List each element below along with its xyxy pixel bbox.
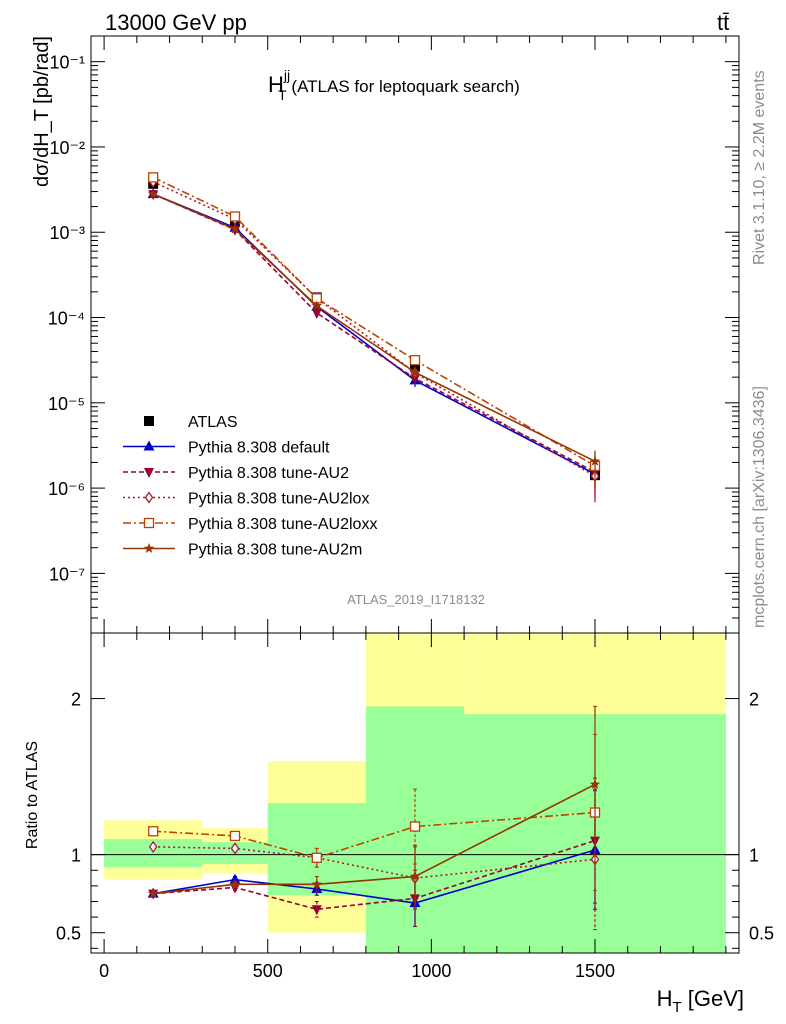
- legend: ATLAS Pythia 8.308 default Pythia 8.308 tu…: [123, 414, 377, 559]
- ratio-point-au2loxx: [229, 830, 241, 842]
- ratio-point-au2lox: [230, 842, 240, 855]
- plot-title-sub: T: [278, 87, 287, 103]
- top-y-tick-label: 10⁻³: [49, 223, 85, 243]
- ratio-point-au2: [230, 883, 240, 894]
- top-point-au2: [410, 374, 420, 385]
- x-axis-label-rest: [GeV]: [682, 986, 744, 1011]
- legend-marker-default: [143, 440, 155, 451]
- top-y-tick-label: 10⁻²: [49, 138, 85, 158]
- ratio-point-au2m: [589, 778, 601, 789]
- top-point-au2m: [311, 300, 323, 311]
- x-tick-label: 0: [99, 961, 109, 981]
- legend-entry-au2m: Pythia 8.308 tune-AU2m: [123, 542, 362, 559]
- top-point-au2loxx: [409, 355, 421, 366]
- x-axis-label-sub: T: [672, 999, 681, 1016]
- plot-title-main: H: [268, 72, 284, 97]
- top-point-au2m: [589, 455, 601, 466]
- x-axis-label: HT [GeV]: [657, 986, 744, 1016]
- plot-title-rest: (ATLAS for leptoquark search): [287, 77, 520, 96]
- top-y-tick-label: 10⁻⁶: [48, 479, 85, 499]
- legend-entry-au2loxx: Pythia 8.308 tune-AU2loxx: [123, 516, 377, 533]
- ratio-y-tick-label-right: 2: [749, 690, 759, 710]
- axis-ticks: 10⁻¹ 10⁻² 10⁻³ 10⁻⁴ 10⁻⁵ 10⁻⁶ 10⁻⁷ 0 500 1000 1500…: [48, 35, 774, 981]
- top-point-au2: [311, 309, 322, 320]
- ratio-point-au2m: [311, 878, 323, 889]
- rivet-version-label: Rivet 3.1.10, ≥ 2.2M events: [751, 70, 768, 265]
- ratio-point-au2lox: [148, 840, 158, 853]
- ratio-uncertainty-bands: [104, 633, 726, 953]
- ratio-point-au2loxx: [148, 826, 159, 837]
- analysis-id-label: ATLAS_2019_I1718132: [347, 592, 485, 607]
- data-series: [147, 172, 601, 931]
- top-y-tick-label: 10⁻⁷: [49, 564, 85, 584]
- ratio-series-au2m: [147, 705, 601, 909]
- top-point-au2m: [409, 366, 421, 377]
- ratio-panel-frame: [90, 632, 740, 954]
- ratio-y-tick-label: 0.5: [56, 924, 81, 944]
- ratio-point-au2loxx: [409, 821, 421, 832]
- x-tick-label: 500: [253, 961, 283, 981]
- header-energy-label: 13000 GeV pp: [105, 10, 247, 35]
- top-point-au2loxx: [229, 211, 241, 222]
- legend-label-au2lox: Pythia 8.308 tune-AU2lox: [188, 491, 369, 508]
- ratio-point-au2m: [409, 871, 421, 881]
- legend-entry-au2: Pythia 8.308 tune-AU2: [123, 465, 349, 482]
- legend-marker-au2loxx: [143, 517, 155, 529]
- x-tick-label: 1000: [411, 961, 451, 981]
- legend-entry-au2lox: Pythia 8.308 tune-AU2lox: [123, 491, 369, 508]
- top-line-au2loxx: [152, 176, 596, 467]
- ratio-line-au2: [153, 839, 596, 911]
- ratio-y-tick-label: 1: [71, 846, 81, 866]
- ratio-point-au2m: [229, 878, 241, 889]
- header-process-label: tt̄: [717, 10, 729, 35]
- top-point-au2m: [147, 188, 159, 199]
- plot-title: Hjj T (ATLAS for leptoquark search): [268, 67, 520, 103]
- legend-label-default: Pythia 8.308 default: [188, 440, 330, 457]
- legend-marker-data: [144, 416, 154, 426]
- legend-label-au2: Pythia 8.308 tune-AU2: [188, 465, 349, 482]
- top-series-au2m: [147, 188, 601, 477]
- legend-entry-default: Pythia 8.308 default: [123, 440, 330, 457]
- top-line-au2lox: [152, 181, 596, 477]
- ratio-y-tick-label: 2: [71, 690, 81, 710]
- top-point-au2m: [229, 223, 241, 234]
- legend-label-data: ATLAS: [188, 414, 238, 431]
- legend-label-au2m: Pythia 8.308 tune-AU2m: [188, 542, 362, 559]
- ratio-y-tick-label-right: 1: [749, 846, 759, 866]
- top-y-tick-label: 10⁻⁵: [48, 394, 85, 414]
- top-y-tick-label: 10⁻¹: [49, 53, 85, 73]
- legend-marker-au2m: [143, 543, 155, 553]
- top-y-axis-label: dσ/dH_T [pb/rad]: [31, 36, 53, 187]
- ratio-point-au2m: [147, 888, 159, 899]
- legend-label-au2loxx: Pythia 8.308 tune-AU2loxx: [188, 516, 377, 533]
- legend-marker-au2: [144, 468, 154, 478]
- legend-marker-au2lox: [144, 491, 154, 504]
- plot-title-sup: jj: [283, 67, 290, 83]
- top-y-tick-label: 10⁻⁴: [48, 309, 85, 329]
- ratio-point-au2loxx: [311, 852, 322, 863]
- ratio-point-default: [229, 873, 241, 884]
- ratio-point-au2: [311, 905, 322, 916]
- x-axis-label-main: H: [657, 986, 673, 1011]
- legend-entry-data: ATLAS: [144, 414, 238, 431]
- mcplots-label: mcplots.cern.ch [arXiv:1306.3436]: [751, 386, 768, 628]
- top-point-au2loxx: [148, 172, 159, 183]
- ratio-y-axis-label: Ratio to ATLAS: [24, 741, 41, 849]
- ratio-y-tick-label-right: 0.5: [749, 924, 774, 944]
- x-tick-label: 1500: [575, 961, 615, 981]
